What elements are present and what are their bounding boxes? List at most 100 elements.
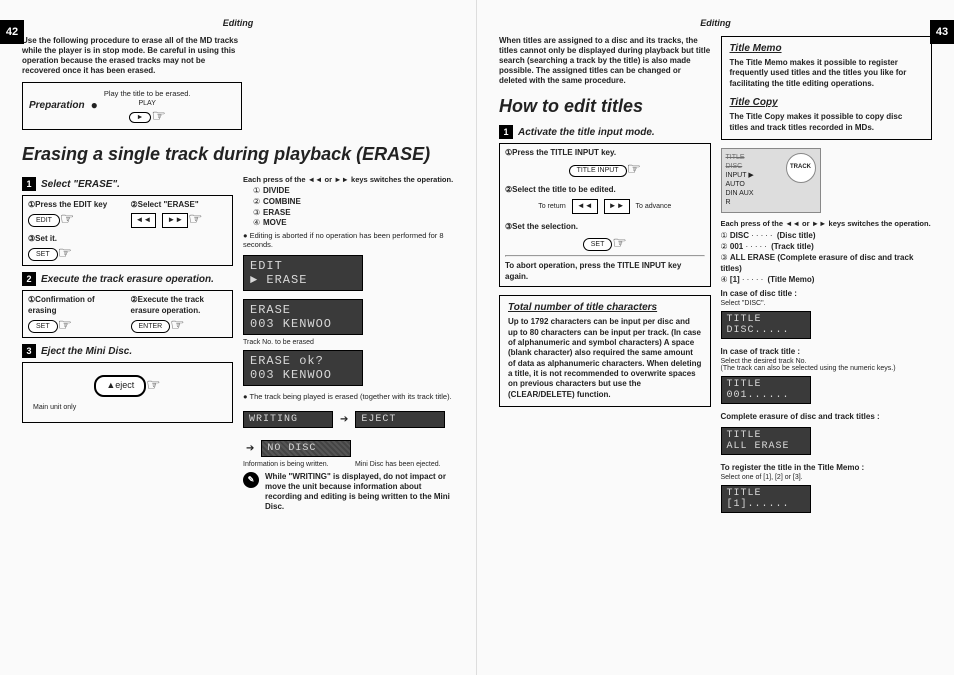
lcd-line: EDIT <box>250 259 356 273</box>
switch-list: ① DISC ····· (Disc title) ② 001 ····· (T… <box>721 230 933 286</box>
sw-k: 001 <box>730 242 743 251</box>
note-icon: ✎ <box>243 472 259 488</box>
hand-icon: ☞ <box>612 236 626 252</box>
sw-n: ① <box>721 231 728 240</box>
sw-n: ③ <box>721 253 728 262</box>
step2-sub1-label: ①Confirmation of erasing <box>28 295 125 316</box>
lcd-line: 003 KENWOO <box>250 317 356 331</box>
switch-keys-note-right: Each press of the ◄◄ or ►► keys switches… <box>721 219 933 228</box>
operations-column: Each press of the ◄◄ or ►► keys switches… <box>243 173 454 512</box>
lcd-eject: EJECT <box>355 411 445 428</box>
case-track-select: Select the desired track No. <box>721 358 933 365</box>
lcd-line: TITLE <box>727 430 805 441</box>
step-1-panel: ①Press the EDIT key EDIT☞ ②Select "ERASE… <box>22 195 233 266</box>
step-3-number: 3 <box>22 344 36 358</box>
step1-sub1-label: ①Press the EDIT key <box>28 200 125 210</box>
rewind-key: ◄◄ <box>572 199 598 213</box>
operations-list: ①DIVIDE ②COMBINE ③ERASE ④MOVE <box>253 186 454 229</box>
titles-step1-number: 1 <box>499 125 513 139</box>
op-num-4: ④ <box>253 218 263 229</box>
step-2-head: 2 Execute the track erasure operation. <box>22 272 233 286</box>
sw-d: (Title Memo) <box>767 275 814 284</box>
sw-d: (Track title) <box>771 242 814 251</box>
case-register-select: Select one of [1], [2] or [3]. <box>721 474 933 481</box>
hand-icon: ☞ <box>151 109 165 125</box>
case-disc-select: Select "DISC". <box>721 300 933 307</box>
title-memo-heading: Title Memo <box>730 43 924 54</box>
preparation-label: Preparation <box>29 100 85 111</box>
eject-captions: Information is being written. Mini Disc … <box>243 461 454 468</box>
page-number-right: 43 <box>930 20 954 44</box>
sw-d: (Disc title) <box>777 231 816 240</box>
lcd-line: ► ERASE <box>250 273 356 287</box>
switch-keys-note: Each press of the ◄◄ or ►► keys switches… <box>243 175 454 184</box>
lcd-case-track: TITLE 001...... <box>721 376 811 404</box>
input-selector-graphic: TRACK TITLE DISC INPUT ▶ AUTO DIN AUX R <box>721 148 821 213</box>
erase-intro-text: Use the following procedure to erase all… <box>22 36 242 76</box>
lcd-line: TITLE <box>727 314 805 325</box>
case-disc-heading: In case of disc title : <box>721 289 933 298</box>
title-copy-heading: Title Copy <box>730 97 924 108</box>
lcd-edit-erase: EDIT ► ERASE <box>243 255 363 291</box>
lcd-line: 003 KENWOO <box>250 368 356 382</box>
step-2-title: Execute the track erasure operation. <box>41 274 214 285</box>
set-button-titles: SET <box>583 238 613 251</box>
running-head-left: Editing <box>22 18 454 28</box>
step-1-title: Select "ERASE". <box>41 179 120 190</box>
abort-title-input: To abort operation, press the TITLE INPU… <box>505 261 705 282</box>
eject-sequence: WRITING ➔ EJECT ➔ NO DISC <box>243 407 454 461</box>
erase-section-title: Erasing a single track during playback (… <box>22 144 454 165</box>
titles-step1-panel: ①Press the TITLE INPUT key. TITLE INPUT☞… <box>499 143 711 287</box>
play-button: ► <box>129 112 152 123</box>
step1-sub3-label: ③Set it. <box>28 234 227 244</box>
step-2-number: 2 <box>22 272 36 286</box>
preparation-instruction: Play the title to be erased. <box>104 89 191 98</box>
rewind-key: ◄◄ <box>131 213 157 227</box>
title-memo-copy-box: Title Memo The Title Memo makes it possi… <box>721 36 933 140</box>
sw-k: ALL ERASE <box>730 253 775 262</box>
g-line: DIN AUX <box>726 189 816 198</box>
page-42: 42 Editing Use the following procedure t… <box>0 0 477 675</box>
preparation-box: Preparation ● Play the title to be erase… <box>22 82 242 130</box>
op-combine: COMBINE <box>263 197 301 206</box>
hand-icon: ☞ <box>170 318 184 334</box>
play-button-label: PLAY <box>104 100 191 107</box>
op-num-3: ③ <box>253 208 263 219</box>
lcd-line: ERASE ok? <box>250 354 356 368</box>
page-number-left: 42 <box>0 20 24 44</box>
bullet-icon: ● <box>91 99 98 111</box>
forward-key: ►► <box>162 213 188 227</box>
total-characters-title: Total number of title characters <box>508 302 702 313</box>
hand-icon: ☞ <box>58 246 72 262</box>
titles-step1-head: 1 Activate the title input mode. <box>499 125 711 139</box>
step-2-panel: ①Confirmation of erasing SET☞ ②Execute t… <box>22 290 233 338</box>
title-copy-body: The Title Copy makes it possible to copy… <box>730 112 924 133</box>
titles-left-column: When titles are assigned to a disc and i… <box>499 36 711 517</box>
g-line: DISC <box>726 162 816 171</box>
arrow-icon: ➔ <box>246 443 254 454</box>
step-3-panel: ▲eject☞ Main unit only <box>22 362 233 423</box>
lcd-case-disc: TITLE DISC..... <box>721 311 811 339</box>
titles-right-column: Title Memo The Title Memo makes it possi… <box>721 36 933 517</box>
hand-icon: ☞ <box>58 318 72 334</box>
running-head-right: Editing <box>499 18 932 28</box>
sw-n: ④ <box>721 275 728 284</box>
set-button-2: SET <box>28 320 58 333</box>
erased-together-note: ● The track being played is erased (toge… <box>243 392 454 401</box>
t1-sub3-label: ③Set the selection. <box>505 222 705 232</box>
op-erase: ERASE <box>263 208 291 217</box>
hand-icon: ☞ <box>146 378 160 394</box>
writing-warning-text: While "WRITING" is displayed, do not imp… <box>265 472 454 512</box>
case-track-note: (The track can also be selected using th… <box>721 365 933 372</box>
case-allerase-heading: Complete erasure of disc and track title… <box>721 412 933 421</box>
caption-ejected: Mini Disc has been ejected. <box>355 461 441 468</box>
lcd-case-allerase: TITLE ALL ERASE <box>721 427 811 455</box>
to-advance-label: To advance <box>636 202 672 211</box>
abort-8sec-note: ● Editing is aborted if no operation has… <box>243 231 454 249</box>
hand-icon: ☞ <box>60 212 74 228</box>
lcd-line: TITLE <box>727 488 805 499</box>
main-unit-only-label: Main unit only <box>33 403 222 412</box>
to-return-label: To return <box>538 202 566 211</box>
arrow-icon: ➔ <box>340 414 348 425</box>
case-register-heading: To register the title in the Title Memo … <box>721 463 933 472</box>
